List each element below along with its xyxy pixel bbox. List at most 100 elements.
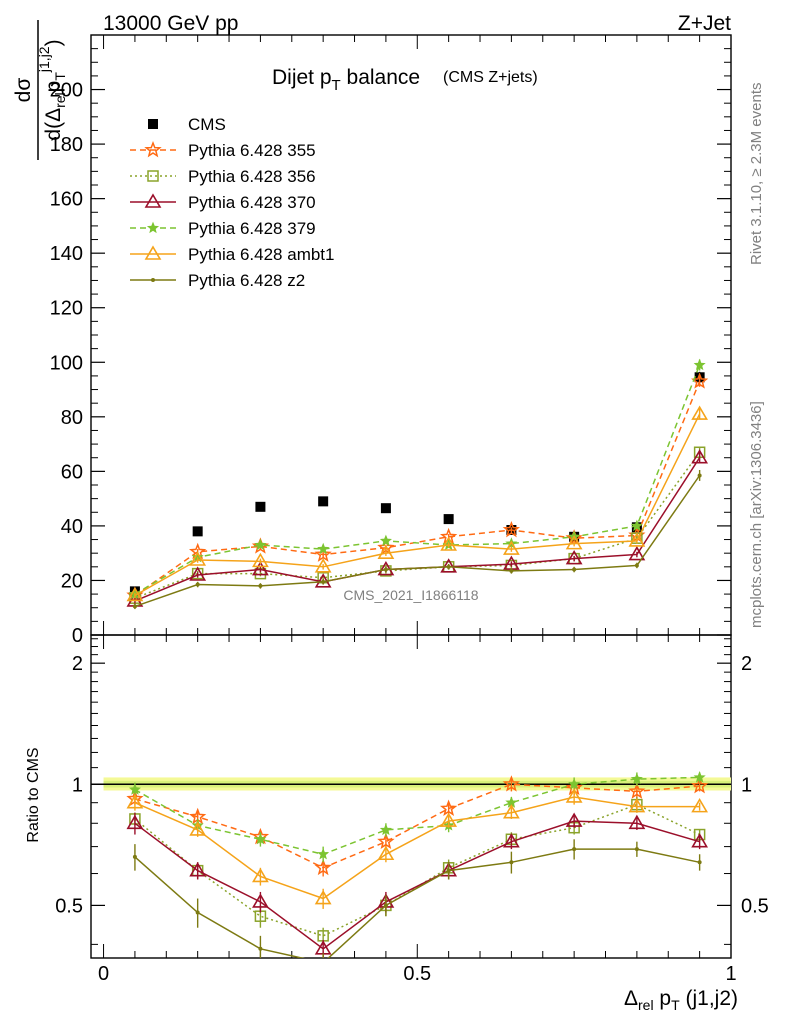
- y-tick-label: 180: [50, 134, 83, 156]
- series-pythia-6-428-ambt1: [126, 405, 709, 602]
- ratio-point: [509, 860, 514, 865]
- legend-marker: [148, 119, 158, 129]
- data-point: [440, 558, 458, 573]
- rivet-version-label: Rivet 3.1.10, ≥ 2.3M events: [748, 83, 765, 266]
- ratio-point: [634, 847, 639, 852]
- data-point: [192, 526, 203, 537]
- y-tick-label: 200: [50, 80, 83, 102]
- data-point: [572, 567, 577, 572]
- ratio-point: [628, 782, 646, 799]
- series-line: [134, 451, 701, 599]
- ratio-point: [314, 858, 332, 876]
- ratio-point: [502, 775, 521, 792]
- ratio-point: [691, 776, 709, 794]
- legend-entry-pythia-6-428-355: Pythia 6.428 355: [130, 140, 316, 160]
- series-pythia-6-428-z2: [132, 470, 702, 610]
- data-point: [377, 544, 395, 559]
- data-point: [318, 496, 329, 507]
- legend-entry-pythia-6-428-z2: Pythia 6.428 z2: [130, 271, 305, 290]
- data-point: [691, 405, 709, 420]
- data-point: [628, 545, 646, 561]
- ratio-point: [126, 794, 144, 809]
- data-point: [691, 449, 709, 464]
- ratio-point: [565, 812, 583, 827]
- series-cms: [129, 371, 705, 597]
- ratio-line: [134, 776, 700, 856]
- ratio-line: [134, 848, 700, 958]
- legend-label: CMS: [188, 115, 226, 134]
- ratio-point: [568, 777, 581, 790]
- mcplots-label: mcplots.cern.ch [arXiv:1306.3436]: [748, 401, 765, 628]
- data-point: [252, 552, 269, 568]
- data-point: [189, 566, 207, 581]
- ratio-series-pythia-6-428-355: [126, 775, 709, 877]
- data-point: [630, 519, 643, 532]
- ratio-line: [134, 796, 700, 900]
- legend-marker: [146, 221, 160, 234]
- data-point: [195, 582, 200, 587]
- data-point: [509, 568, 514, 573]
- ratio-series-pythia-6-428-356: [129, 796, 706, 945]
- data-point: [317, 542, 330, 555]
- legend-entry-pythia-6-428-ambt1: Pythia 6.428 ambt1: [130, 245, 334, 264]
- ratio-series-pythia-6-428-z2: [132, 839, 702, 965]
- ratio-y-axis: 0.5 0.5 1 1 2 2: [55, 638, 769, 945]
- legend-entry-cms: CMS: [148, 115, 226, 134]
- ratio-point: [383, 903, 388, 908]
- legend-entry-pythia-6-428-356: Pythia 6.428 356: [130, 167, 316, 186]
- ratio-y-label: Ratio to CMS: [25, 747, 42, 842]
- x-tick-label: 0: [98, 963, 109, 985]
- x-tick-label: 0.5: [403, 963, 431, 985]
- x-tick-label: 1: [725, 963, 736, 985]
- legend-marker: [144, 193, 162, 208]
- ratio-point: [189, 821, 207, 836]
- ratio-series-layer: [126, 771, 709, 965]
- data-point: [634, 563, 639, 568]
- ratio-point: [691, 798, 709, 813]
- data-point: [254, 538, 267, 551]
- data-point: [314, 558, 332, 573]
- main-title: Dijet pT balance (CMS Z+jets): [272, 66, 538, 94]
- data-point: [440, 536, 458, 551]
- ratio-y-tick-label: 2: [72, 653, 83, 675]
- legend-label: Pythia 6.428 379: [188, 219, 316, 238]
- series-line: [134, 413, 701, 597]
- y-tick-label: 140: [50, 243, 83, 265]
- ratio-point: [321, 961, 325, 965]
- y-tick-label: 0: [72, 625, 83, 647]
- data-point: [380, 503, 391, 514]
- data-point: [258, 583, 263, 588]
- series-line: [134, 475, 701, 608]
- ratio-y-tick-label: 1: [72, 774, 83, 796]
- main-x-axis: [103, 35, 732, 635]
- ratio-line: [134, 803, 700, 937]
- legend-label: Pythia 6.428 370: [188, 193, 316, 212]
- data-point: [565, 535, 583, 550]
- data-point: [126, 586, 144, 602]
- data-point: [189, 551, 207, 566]
- data-point: [628, 532, 646, 547]
- ratio-y-tick-label-right: 2: [741, 653, 752, 675]
- y-tick-label: 60: [61, 461, 83, 483]
- ratio-point: [693, 771, 706, 783]
- ratio-point: [502, 833, 520, 848]
- main-title-text: Dijet pT balance: [272, 66, 420, 94]
- ratio-x-axis: 0 0.5 1: [98, 635, 737, 985]
- data-point: [255, 501, 266, 512]
- series-line: [134, 381, 701, 597]
- ratio-point: [377, 832, 395, 849]
- legend-label: Pythia 6.428 z2: [188, 271, 305, 290]
- series-pythia-6-428-356: [129, 446, 706, 604]
- y-tick-label: 20: [61, 570, 83, 592]
- data-point: [565, 550, 583, 565]
- ratio-frame: [90, 634, 732, 959]
- legend-marker: [147, 170, 159, 182]
- ratio-line: [134, 783, 700, 869]
- ratio-panel: 0.5 0.51 12 2 0 0.5 1 Ratio to CMS Δrel pT (j…: [25, 634, 769, 1013]
- ratio-point: [572, 847, 577, 852]
- legend-marker: [144, 245, 162, 260]
- data-point: [379, 534, 392, 547]
- ratio-point: [317, 847, 330, 860]
- legend-label: Pythia 6.428 ambt1: [188, 245, 334, 264]
